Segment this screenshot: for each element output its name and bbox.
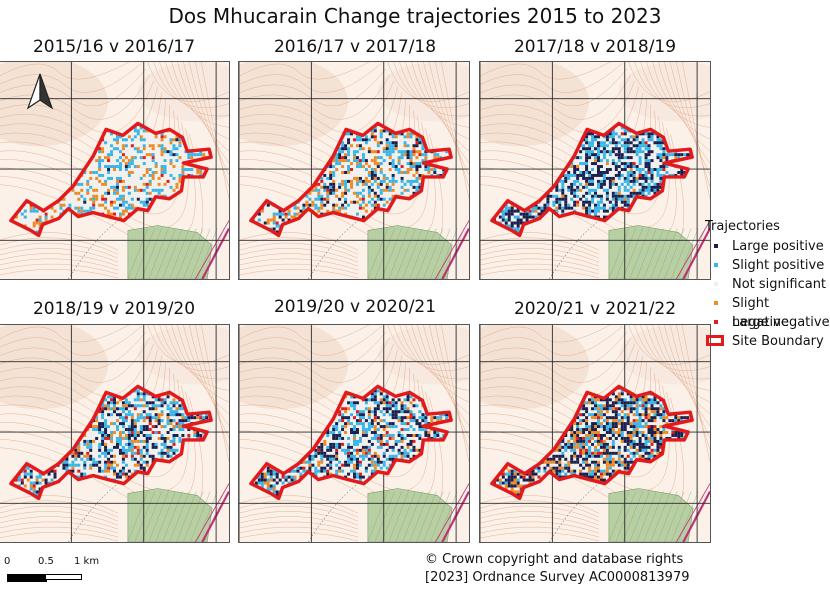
copyright-line-2: [2023] Ordnance Survey AC0000813979	[425, 570, 690, 585]
map-canvas	[0, 325, 229, 542]
scale-label-1km: 1 km	[74, 556, 100, 567]
map-panel-5[interactable]	[238, 324, 470, 543]
terrain-shading	[0, 62, 229, 147]
map-canvas	[0, 62, 229, 279]
legend-item-slight-negative: Slight negative	[705, 294, 830, 330]
site-boundary	[249, 384, 453, 501]
legend-swatch	[714, 263, 718, 267]
legend-title: Trajectories	[705, 219, 780, 234]
legend-swatch-boundary	[706, 335, 724, 346]
legend-swatch	[714, 320, 718, 324]
road-line	[201, 227, 229, 279]
map-panel-6[interactable]	[479, 324, 711, 543]
legend-item-large-negative: Large negative	[705, 313, 830, 332]
road-line	[441, 490, 469, 542]
woodland-area	[127, 225, 213, 279]
site-boundary	[490, 121, 694, 238]
copyright-notice: © Crown copyright and database rights [2…	[425, 551, 690, 587]
site-boundary	[490, 384, 694, 501]
map-canvas	[480, 325, 710, 542]
road-line	[201, 490, 229, 542]
road-line	[682, 227, 710, 279]
legend-item-not-significant: Not significant	[705, 275, 830, 294]
legend-swatch	[714, 244, 718, 248]
terrain-shading	[480, 325, 710, 410]
panel-title-5: 2019/20 v 2020/21	[273, 297, 437, 317]
panel-title-2: 2016/17 v 2017/18	[273, 37, 437, 57]
legend-label: Slight negative	[732, 296, 789, 330]
legend-swatch	[714, 282, 718, 286]
legend-label: Site Boundary	[732, 334, 824, 349]
legend-label: Large negative	[732, 315, 830, 330]
copyright-line-1: © Crown copyright and database rights	[425, 552, 684, 567]
scale-label-0: 0	[4, 556, 11, 567]
terrain-shading	[480, 62, 710, 147]
scale-segment-black	[7, 574, 47, 582]
woodland-area	[367, 488, 453, 542]
site-boundary	[249, 121, 453, 238]
legend-label: Not significant	[732, 277, 827, 292]
woodland-area	[127, 488, 213, 542]
scale-label-half: 0.5	[38, 556, 54, 567]
map-canvas	[239, 325, 469, 542]
map-panel-4[interactable]	[0, 324, 230, 543]
panel-title-6: 2020/21 v 2021/22	[513, 299, 677, 319]
legend-item-large-positive: Large positive	[705, 237, 830, 256]
panel-title-4: 2018/19 v 2019/20	[32, 299, 196, 319]
map-canvas	[480, 62, 710, 279]
north-arrow-icon	[26, 73, 54, 110]
road-line	[441, 227, 469, 279]
panel-title-3: 2017/18 v 2018/19	[513, 37, 677, 57]
site-boundary	[9, 384, 213, 501]
legend-item-slight-positive: Slight positive	[705, 256, 830, 275]
map-panel-3[interactable]	[479, 61, 711, 280]
legend-swatch	[714, 301, 718, 305]
legend-label: Slight positive	[732, 258, 825, 273]
contour-lines	[0, 62, 229, 279]
map-canvas	[239, 62, 469, 279]
scale-bar: 0 0.5 1 km	[4, 556, 114, 588]
map-panel-1[interactable]	[0, 61, 230, 280]
map-title: Dos Mhucarain Change trajectories 2015 t…	[168, 4, 662, 28]
map-panel-2[interactable]	[238, 61, 470, 280]
terrain-shading	[0, 325, 229, 410]
terrain-shading	[239, 62, 469, 147]
legend: Trajectories Large positive Slight posit…	[705, 219, 830, 351]
site-boundary	[9, 121, 213, 238]
woodland-area	[608, 225, 694, 279]
terrain-shading	[239, 325, 469, 410]
trajectory-pixels	[254, 389, 452, 497]
woodland-area	[608, 488, 694, 542]
scale-segment-white	[45, 574, 82, 580]
woodland-area	[367, 225, 453, 279]
site-area	[250, 386, 452, 499]
panel-title-1: 2015/16 v 2016/17	[32, 37, 196, 57]
legend-label: Large positive	[732, 239, 824, 254]
legend-item-site-boundary: Site Boundary	[705, 332, 830, 351]
road-line	[682, 490, 710, 542]
